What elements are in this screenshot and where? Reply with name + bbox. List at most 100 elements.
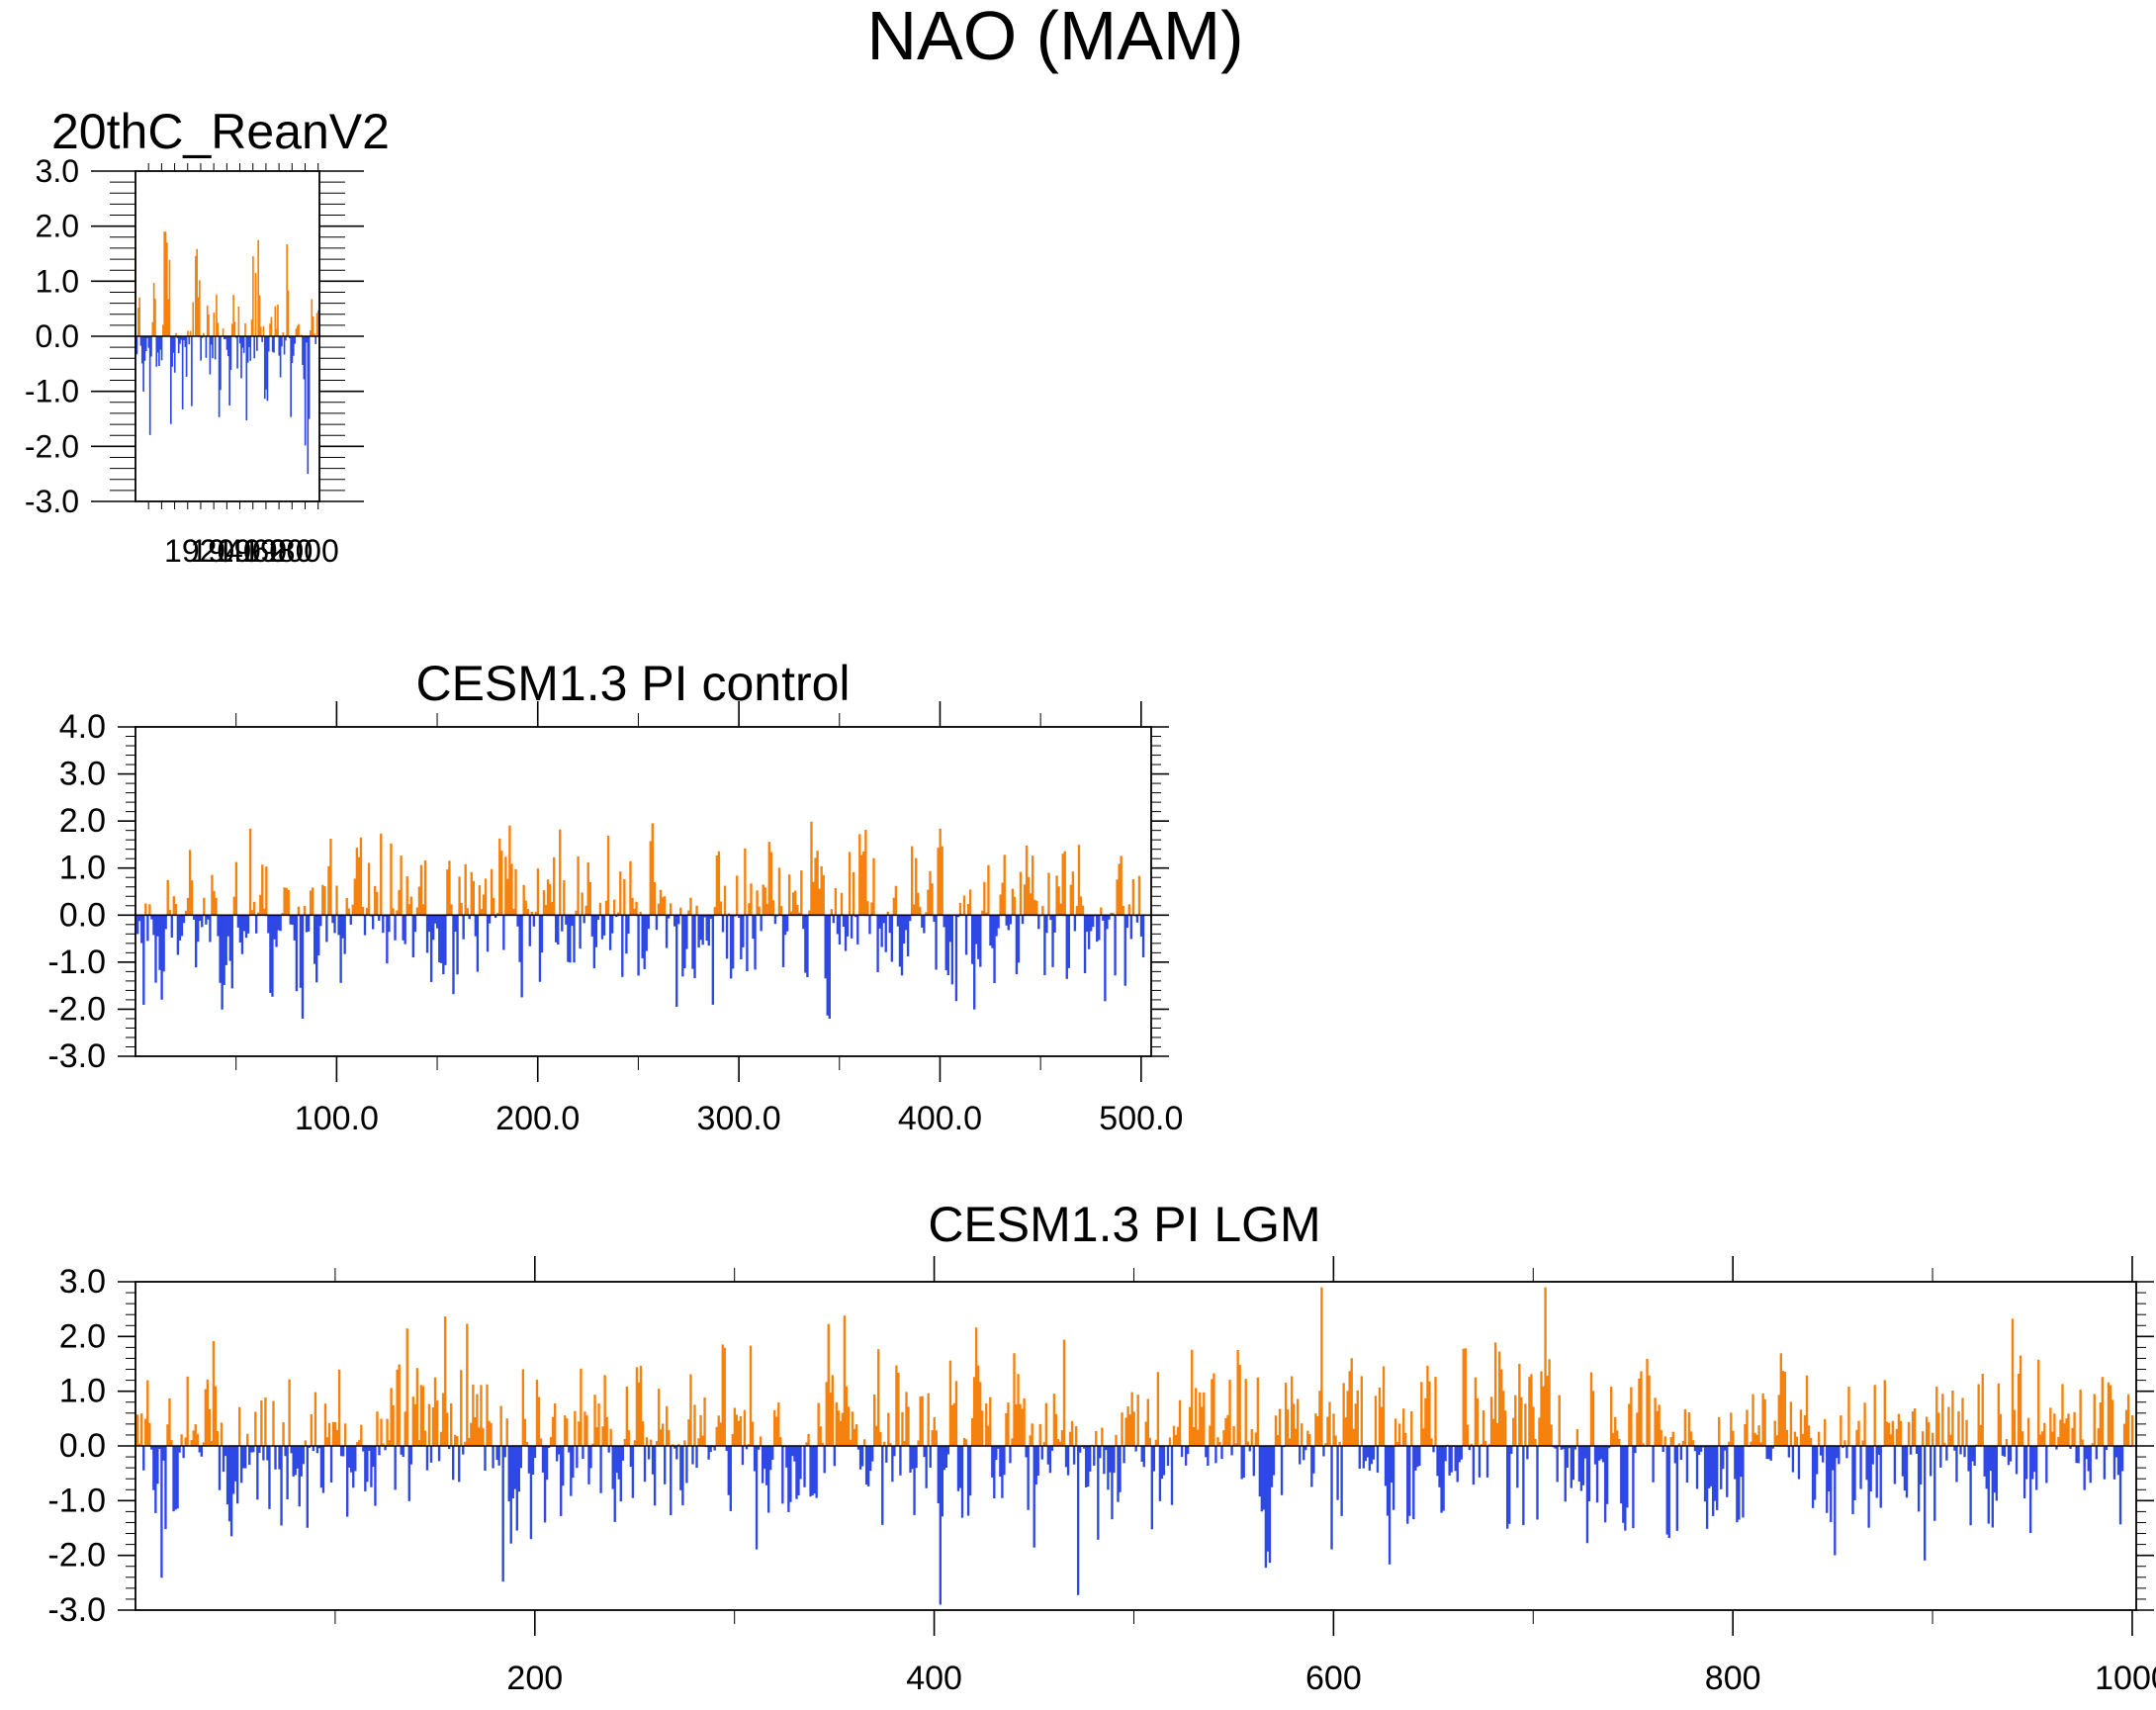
bar xyxy=(1483,1440,1487,1446)
bar xyxy=(1675,1446,1678,1531)
bar xyxy=(1099,1446,1102,1459)
bars xyxy=(136,1287,2134,1605)
bar xyxy=(1546,1376,1549,1446)
bar xyxy=(343,1423,347,1446)
bar xyxy=(303,905,307,916)
bar xyxy=(1618,1438,1621,1446)
bar xyxy=(382,915,385,934)
bar xyxy=(1691,1440,1695,1446)
bar xyxy=(1404,1432,1407,1446)
bar xyxy=(907,1406,910,1446)
bar xyxy=(158,336,160,366)
bar xyxy=(1853,1446,1856,1500)
bar xyxy=(1520,1396,1523,1446)
bar xyxy=(691,915,694,969)
bar xyxy=(1763,1398,1766,1446)
bar xyxy=(731,1434,735,1446)
bar xyxy=(1601,1446,1605,1463)
bar xyxy=(1364,1446,1368,1462)
bar xyxy=(879,1432,882,1446)
bar xyxy=(1066,1446,1070,1476)
bar xyxy=(1464,1348,1467,1446)
bar xyxy=(176,336,179,338)
bar xyxy=(304,336,307,446)
bar xyxy=(668,1429,671,1446)
bar xyxy=(1314,1413,1317,1446)
x-tick-label: 200.0 xyxy=(495,1100,580,1137)
bar xyxy=(1636,1412,1639,1446)
bar xyxy=(252,901,256,916)
bar xyxy=(847,1406,851,1446)
bar xyxy=(807,1433,810,1446)
bar xyxy=(1191,1349,1194,1446)
bar xyxy=(488,1420,491,1446)
bar xyxy=(203,897,206,916)
bar xyxy=(1358,1446,1361,1470)
bar xyxy=(1089,915,1093,932)
bar xyxy=(1750,1441,1752,1446)
bar xyxy=(1299,1446,1302,1465)
bar xyxy=(164,1446,167,1530)
bar xyxy=(1406,1446,1409,1524)
bar xyxy=(1824,1418,1827,1446)
bar xyxy=(1677,1443,1681,1446)
bar xyxy=(738,915,741,919)
bar xyxy=(224,336,225,340)
bar xyxy=(1599,1446,1603,1460)
bar xyxy=(1360,1376,1363,1446)
bar xyxy=(1101,1427,1104,1446)
bar xyxy=(309,890,313,916)
bar xyxy=(627,915,630,935)
bar xyxy=(621,915,624,977)
bar xyxy=(1722,1446,1725,1470)
y-tick-label: 2.0 xyxy=(59,802,106,840)
bar xyxy=(250,1446,253,1453)
bar xyxy=(813,1446,816,1494)
bar xyxy=(904,915,908,931)
bar xyxy=(351,904,354,916)
bar xyxy=(647,1446,651,1460)
bar xyxy=(806,915,809,978)
bar xyxy=(218,336,221,417)
bar xyxy=(1388,1446,1392,1565)
bar xyxy=(1957,1410,1960,1446)
bar xyxy=(903,1440,906,1446)
bar xyxy=(194,915,198,968)
bar xyxy=(474,915,478,937)
bar xyxy=(1140,1446,1143,1463)
bar xyxy=(1989,1446,1992,1472)
bar xyxy=(834,888,838,916)
bar xyxy=(1442,1446,1445,1511)
bar xyxy=(1654,1397,1657,1446)
bar xyxy=(1811,1446,1815,1508)
bar xyxy=(1840,1415,1842,1446)
bar xyxy=(1777,1395,1780,1446)
bar xyxy=(232,295,234,336)
bar xyxy=(877,1349,880,1446)
bar xyxy=(1893,1446,1897,1485)
bar xyxy=(376,1411,379,1446)
bar xyxy=(1061,854,1064,916)
bar xyxy=(568,1446,571,1453)
bar xyxy=(452,915,455,995)
bar xyxy=(841,1412,845,1446)
bar xyxy=(773,1409,776,1446)
bar xyxy=(791,892,795,916)
bar xyxy=(921,915,924,928)
bar xyxy=(769,1446,772,1471)
bar xyxy=(597,1403,600,1446)
bar xyxy=(452,1446,455,1481)
bar xyxy=(1865,1446,1868,1481)
bar xyxy=(884,915,887,952)
bar xyxy=(603,1375,606,1446)
bar xyxy=(520,915,523,998)
bar xyxy=(1969,1446,1972,1526)
bar xyxy=(150,336,152,357)
bar xyxy=(313,915,316,964)
bar xyxy=(272,1400,275,1446)
bar xyxy=(593,1395,596,1446)
bar xyxy=(150,1446,153,1450)
bar xyxy=(1616,1430,1619,1446)
bar xyxy=(1826,1446,1829,1513)
bar xyxy=(1436,1446,1439,1477)
